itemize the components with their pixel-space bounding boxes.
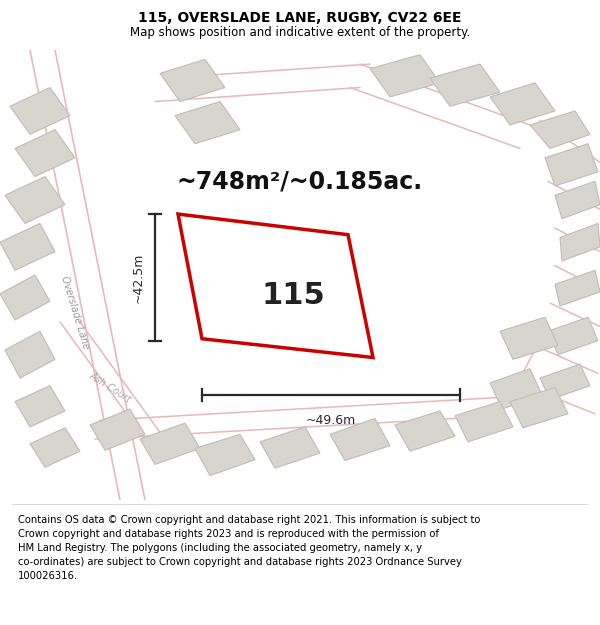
Polygon shape (510, 388, 568, 428)
Polygon shape (455, 401, 513, 442)
Polygon shape (430, 64, 500, 106)
Polygon shape (10, 88, 70, 134)
Polygon shape (5, 176, 65, 223)
Text: Overslade Lane: Overslade Lane (59, 274, 91, 351)
Polygon shape (395, 411, 455, 451)
Polygon shape (140, 423, 200, 464)
Polygon shape (490, 369, 542, 409)
Polygon shape (330, 419, 390, 461)
Text: Contains OS data © Crown copyright and database right 2021. This information is : Contains OS data © Crown copyright and d… (18, 515, 481, 581)
Polygon shape (0, 275, 50, 320)
Polygon shape (555, 270, 600, 306)
Text: Ash Court: Ash Court (87, 370, 133, 405)
Polygon shape (160, 59, 225, 101)
Polygon shape (30, 428, 80, 468)
Polygon shape (500, 317, 558, 359)
Polygon shape (0, 223, 55, 270)
Polygon shape (548, 317, 598, 355)
Polygon shape (15, 129, 75, 176)
Polygon shape (545, 144, 598, 186)
Polygon shape (560, 223, 600, 261)
Polygon shape (178, 214, 373, 358)
Polygon shape (490, 82, 555, 125)
Text: 115, OVERSLADE LANE, RUGBY, CV22 6EE: 115, OVERSLADE LANE, RUGBY, CV22 6EE (138, 11, 462, 25)
Polygon shape (15, 386, 65, 427)
Text: Map shows position and indicative extent of the property.: Map shows position and indicative extent… (130, 26, 470, 39)
Polygon shape (90, 409, 145, 450)
Polygon shape (195, 434, 255, 476)
Polygon shape (555, 181, 600, 219)
Polygon shape (5, 331, 55, 378)
Polygon shape (540, 364, 590, 400)
Text: ~49.6m: ~49.6m (306, 414, 356, 427)
Polygon shape (175, 101, 240, 144)
Text: ~748m²/~0.185ac.: ~748m²/~0.185ac. (177, 169, 423, 193)
Polygon shape (260, 427, 320, 468)
Text: 115: 115 (262, 281, 325, 310)
Polygon shape (530, 111, 590, 148)
Polygon shape (370, 54, 440, 97)
Text: ~42.5m: ~42.5m (132, 252, 145, 302)
